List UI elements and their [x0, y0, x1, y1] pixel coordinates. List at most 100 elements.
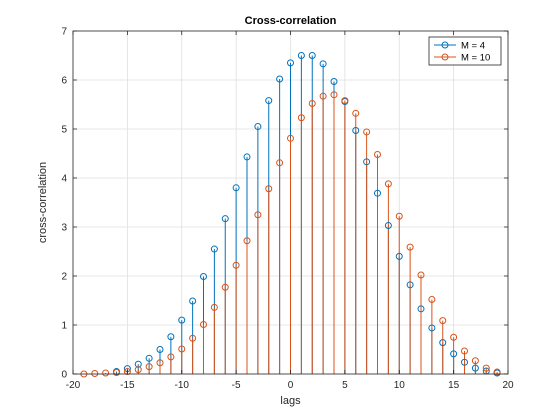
stem-marker	[167, 353, 175, 361]
stem-marker	[178, 345, 186, 353]
legend-marker	[441, 41, 449, 49]
x-tick-label: 10	[394, 380, 406, 391]
stem-marker	[374, 189, 381, 197]
stem-marker	[384, 222, 392, 230]
stem-marker	[123, 368, 131, 376]
stem-marker	[178, 316, 186, 324]
stem-marker	[461, 347, 468, 355]
stem-marker	[471, 364, 479, 372]
legend[interactable]: M = 4M = 10	[428, 36, 502, 66]
x-tick-label: -20	[66, 380, 81, 391]
stem-marker	[232, 261, 240, 269]
stem-marker	[210, 245, 218, 253]
legend-marker	[441, 53, 449, 61]
stem-marker	[297, 52, 305, 59]
stems	[94, 55, 498, 374]
legend-entry-label: M = 10	[461, 53, 490, 64]
stem-marker	[461, 358, 468, 366]
x-tick-label: -15	[120, 380, 135, 391]
y-axis-label: cross-correlation	[37, 162, 49, 243]
stem-marker	[221, 283, 229, 291]
stem-marker	[287, 59, 294, 67]
stem-marker	[471, 357, 479, 365]
stem-marker	[450, 333, 458, 341]
legend-box	[428, 36, 502, 66]
stem-marker	[232, 184, 240, 192]
series-2-markers	[80, 91, 501, 378]
stem-marker	[330, 91, 338, 99]
y-tick-label: 6	[61, 76, 67, 87]
stem-marker	[439, 339, 447, 347]
stem-marker	[308, 100, 316, 108]
stem-marker	[134, 360, 142, 368]
stem-marker	[417, 271, 425, 279]
stem-marker	[297, 114, 305, 122]
y-tick-label: 5	[61, 125, 67, 136]
y-tick-label: 1	[61, 321, 67, 332]
ticks: -20 -15 -10 -5 0 5 10 15 20 0 1 2 3 4 5 6 7	[61, 27, 514, 392]
stem-marker	[450, 350, 458, 358]
y-tick-label: 0	[61, 370, 67, 381]
stem-marker	[287, 134, 294, 142]
stem-marker	[406, 281, 414, 289]
stem-marker	[200, 321, 207, 329]
stem-marker	[276, 159, 284, 167]
stem-marker	[352, 126, 360, 134]
y-tick-label: 2	[61, 272, 67, 283]
stem-marker	[254, 123, 262, 131]
stem-marker	[319, 60, 327, 68]
stem-marker	[395, 212, 403, 220]
stem-marker	[482, 364, 490, 372]
stem-marker	[276, 75, 284, 83]
stem-marker	[102, 369, 110, 377]
stem-marker	[189, 297, 197, 305]
stem-marker	[341, 97, 349, 105]
x-tick-label: 20	[502, 380, 514, 391]
stem-marker	[428, 296, 436, 304]
stem-marker	[384, 180, 392, 188]
stem-marker	[308, 52, 316, 59]
stem-marker	[254, 211, 262, 219]
y-tick-label: 3	[61, 223, 67, 234]
stem-marker	[91, 370, 99, 378]
stem-marker	[156, 359, 164, 367]
stem-marker	[145, 354, 153, 362]
stem-marker	[243, 237, 251, 245]
stem-marker	[243, 153, 251, 161]
stem-marker	[210, 303, 218, 311]
stem-marker	[265, 97, 273, 105]
markers	[80, 52, 501, 378]
stem-marker	[428, 324, 436, 332]
x-tick-label: 15	[448, 380, 460, 391]
stem-marker	[406, 243, 414, 251]
stem-marker	[200, 272, 207, 280]
stem-marker	[189, 334, 197, 342]
x-tick-label: 5	[342, 380, 348, 391]
x-tick-label: -10	[175, 380, 190, 391]
series-2-stems	[94, 94, 498, 374]
stem-marker	[265, 185, 273, 193]
x-tick-label: 0	[288, 380, 294, 391]
stem-marker	[113, 369, 120, 377]
y-tick-label: 4	[61, 174, 67, 185]
stem-marker	[493, 368, 501, 376]
stem-marker	[145, 363, 153, 371]
stem-marker	[395, 252, 403, 260]
stem-marker	[363, 128, 371, 136]
x-tick-label: -5	[232, 380, 241, 391]
stem-marker	[134, 366, 142, 374]
stem-marker	[221, 215, 229, 223]
stem-marker	[439, 317, 447, 325]
stem-marker	[352, 109, 360, 117]
legend-entry-label: M = 4	[461, 41, 485, 52]
x-axis-label: lags	[280, 395, 301, 407]
chart-title: Cross-correlation	[245, 15, 337, 27]
y-tick-label: 7	[61, 27, 67, 38]
stem-marker	[167, 333, 175, 341]
stem-marker	[156, 346, 164, 353]
stem-marker	[417, 305, 425, 313]
stem-marker	[374, 150, 381, 158]
stem-marker	[319, 92, 327, 100]
